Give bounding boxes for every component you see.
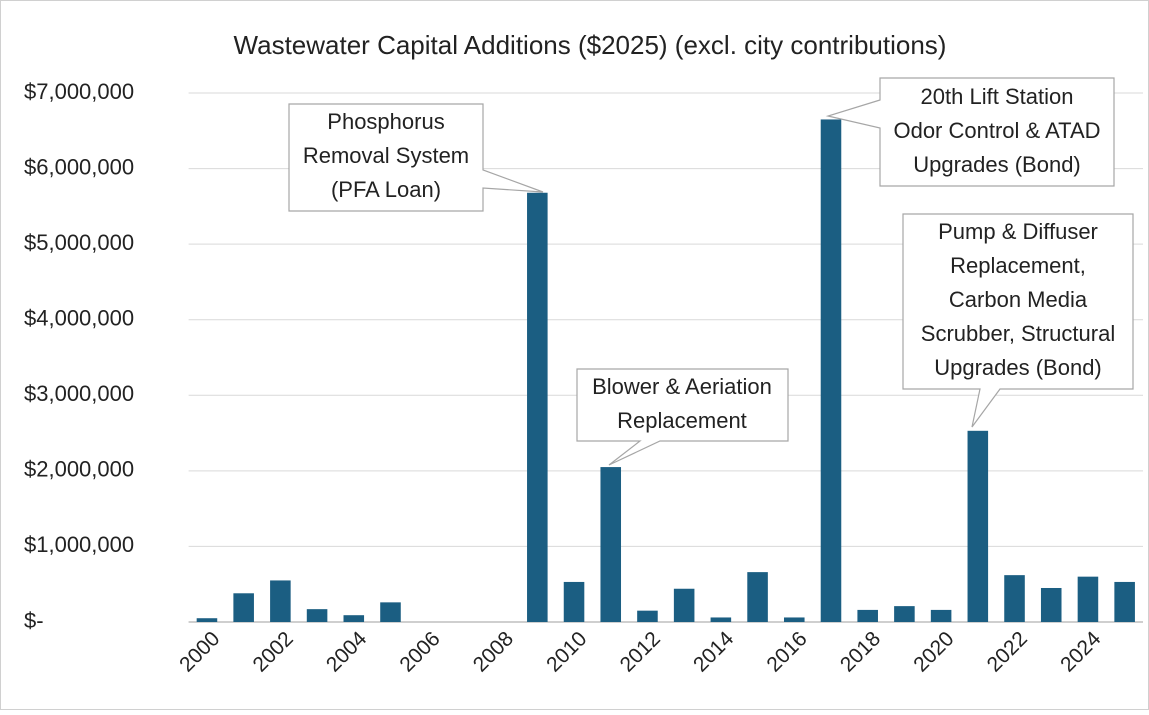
y-tick-label: $1,000,000: [24, 532, 134, 557]
bar: [527, 192, 548, 623]
bar: [343, 615, 365, 622]
annotation-text: Replacement,: [950, 253, 1086, 278]
annotation-text: Phosphorus: [327, 109, 444, 134]
bar: [1077, 576, 1099, 622]
bar: [563, 581, 585, 622]
bar: [1114, 581, 1135, 622]
bar: [1040, 587, 1062, 622]
bar: [233, 593, 254, 622]
bar: [820, 119, 842, 622]
bar: [637, 610, 658, 622]
bar: [747, 572, 768, 622]
bar: [710, 617, 732, 622]
bar: [380, 602, 401, 622]
annotation-text: Removal System: [303, 143, 469, 168]
callout-box: [576, 368, 789, 466]
y-tick-label: $7,000,000: [24, 79, 134, 104]
bar: [783, 617, 805, 622]
y-tick-label: $3,000,000: [24, 381, 134, 406]
annotation-text: Scrubber, Structural: [921, 321, 1115, 346]
callout-box: [825, 77, 1115, 187]
bar: [196, 618, 218, 622]
bar: [600, 467, 622, 622]
chart-title: Wastewater Capital Additions ($2025) (ex…: [234, 30, 947, 60]
bar: [967, 430, 989, 622]
y-tick-label: $6,000,000: [24, 154, 134, 179]
annotation-text: 20th Lift Station: [921, 84, 1074, 109]
annotation-text: Blower & Aeriation: [592, 374, 772, 399]
annotation-text: Carbon Media: [949, 287, 1088, 312]
bar: [673, 588, 695, 622]
bar: [894, 606, 915, 622]
y-tick-label: $2,000,000: [24, 457, 134, 482]
bar: [306, 609, 328, 622]
callout-box: [288, 103, 544, 212]
bar: [1004, 575, 1025, 622]
callout-box: [902, 213, 1134, 428]
annotation-text: Upgrades (Bond): [934, 355, 1102, 380]
annotation-text: Upgrades (Bond): [913, 152, 1081, 177]
annotation-text: Odor Control & ATAD: [893, 118, 1100, 143]
bar: [270, 580, 291, 622]
y-tick-label: $-: [24, 608, 44, 633]
annotation-text: (PFA Loan): [331, 177, 441, 202]
y-tick-label: $5,000,000: [24, 230, 134, 255]
bar: [857, 609, 878, 622]
y-tick-label: $4,000,000: [24, 306, 134, 331]
annotation-text: Replacement: [617, 408, 747, 433]
bar: [930, 609, 952, 622]
annotation-text: Pump & Diffuser: [938, 219, 1098, 244]
